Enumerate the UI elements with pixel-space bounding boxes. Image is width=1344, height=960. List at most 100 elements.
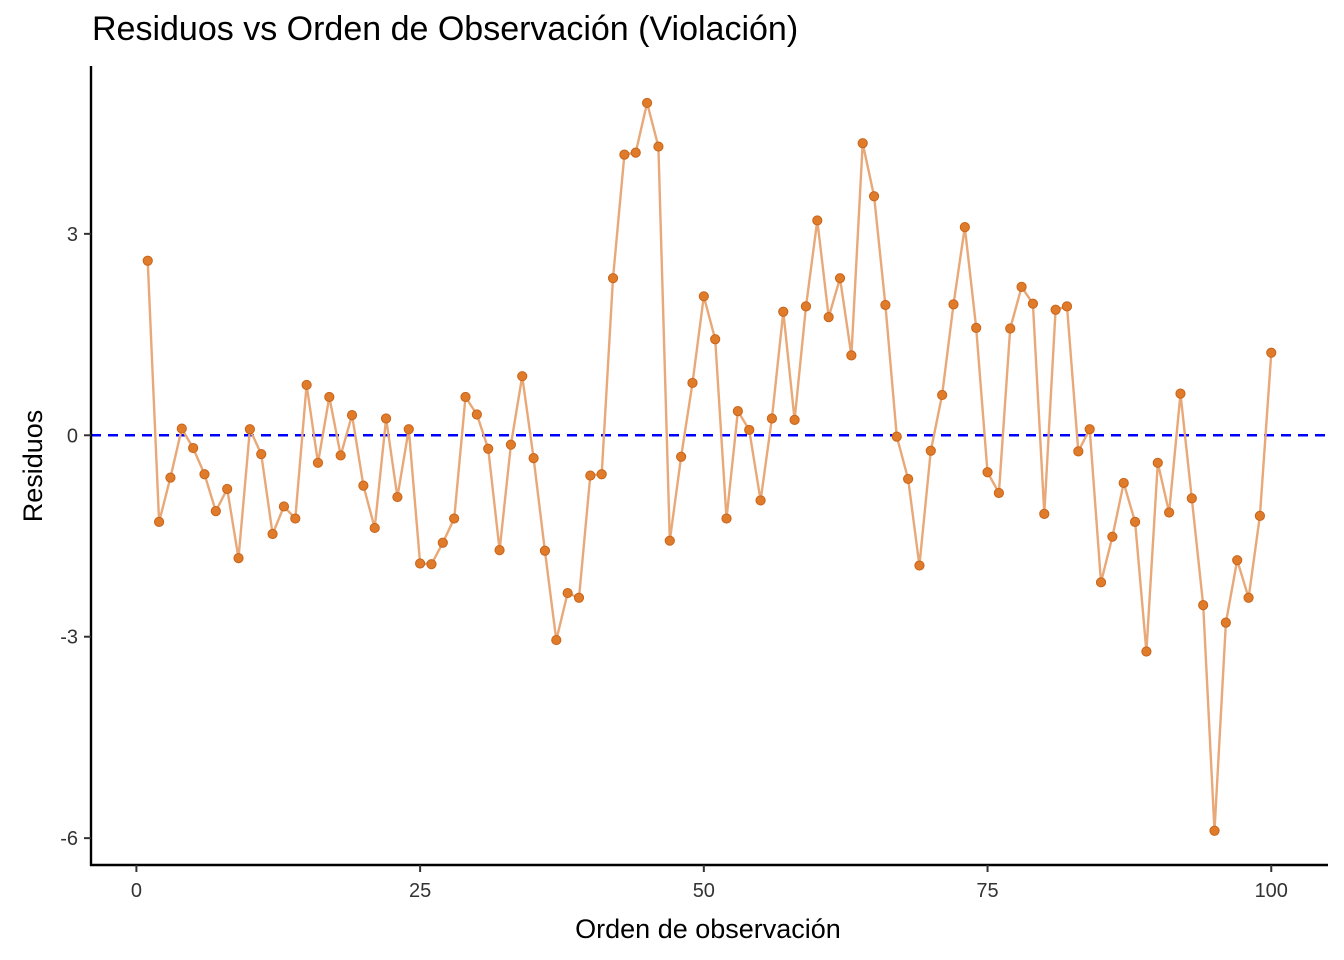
data-point	[1186, 493, 1197, 504]
data-point	[494, 545, 505, 556]
data-point	[653, 141, 664, 152]
x-tick-label: 75	[976, 880, 998, 902]
data-point	[369, 522, 380, 534]
data-point	[834, 273, 846, 284]
data-point	[176, 423, 187, 434]
data-point	[142, 255, 153, 266]
data-point	[528, 453, 539, 464]
data-point	[732, 406, 743, 417]
data-point	[1016, 281, 1027, 292]
data-point	[539, 545, 551, 556]
data-point	[641, 97, 653, 109]
data-point	[1266, 347, 1277, 358]
y-tick-label: 0	[67, 425, 78, 447]
data-point	[880, 299, 891, 311]
data-point	[1061, 301, 1073, 312]
data-point	[1175, 388, 1186, 399]
data-point	[290, 513, 301, 524]
data-point	[982, 467, 993, 478]
data-point	[278, 501, 290, 512]
data-point	[199, 469, 210, 480]
data-points-layer	[142, 97, 1277, 836]
data-point	[153, 516, 165, 528]
data-point	[607, 273, 619, 284]
data-point	[925, 445, 936, 456]
data-point	[1039, 508, 1050, 519]
data-point	[971, 322, 982, 333]
data-point	[914, 560, 925, 571]
x-tick-label: 25	[409, 880, 431, 902]
data-point	[789, 414, 800, 425]
data-point	[619, 149, 630, 160]
data-point	[937, 389, 948, 401]
data-point	[1232, 555, 1243, 566]
data-point	[551, 634, 562, 646]
data-point	[721, 513, 732, 524]
data-point	[392, 491, 403, 503]
data-point	[324, 391, 335, 403]
data-point	[1118, 477, 1129, 489]
data-point	[1073, 446, 1084, 457]
x-tick-label: 100	[1255, 880, 1288, 902]
data-point	[1084, 424, 1095, 435]
data-point	[585, 470, 596, 481]
data-point	[1005, 323, 1016, 334]
data-point	[1027, 298, 1039, 309]
data-point	[562, 587, 573, 599]
data-point	[1107, 531, 1118, 542]
data-point	[573, 592, 585, 603]
data-point	[1209, 825, 1220, 836]
data-point	[698, 291, 709, 302]
data-point	[301, 379, 312, 391]
data-point	[1141, 646, 1152, 657]
data-point	[222, 483, 233, 495]
data-point	[188, 442, 199, 454]
data-point	[426, 559, 437, 570]
data-point	[1243, 592, 1254, 603]
data-point	[165, 472, 176, 483]
data-point	[505, 439, 516, 450]
data-point	[210, 506, 221, 517]
data-point	[471, 409, 482, 420]
data-point	[437, 537, 448, 548]
data-point	[948, 299, 959, 310]
data-point	[778, 306, 789, 317]
data-point	[380, 413, 392, 424]
data-point	[676, 451, 687, 462]
data-point	[517, 371, 528, 382]
data-point	[1198, 600, 1209, 611]
data-point	[1164, 507, 1175, 518]
data-point	[483, 443, 494, 454]
data-point	[687, 377, 698, 389]
data-point	[664, 535, 675, 546]
data-point	[449, 513, 460, 524]
y-tick-label: -6	[60, 828, 78, 850]
chart-title: Residuos vs Orden de Observación (Violac…	[92, 10, 799, 48]
data-point	[244, 424, 255, 435]
series-line-layer	[146, 101, 1273, 832]
data-point	[857, 138, 868, 149]
residuals-series-line	[146, 101, 1273, 832]
data-point	[1050, 304, 1061, 315]
x-tick-label: 50	[693, 880, 715, 902]
data-point	[460, 391, 471, 403]
data-point	[1254, 510, 1266, 521]
x-axis-title: Orden de observación	[575, 914, 841, 944]
data-point	[403, 424, 414, 435]
data-point	[335, 450, 346, 461]
data-point	[755, 495, 766, 506]
data-point	[596, 469, 607, 480]
data-point	[812, 215, 823, 226]
x-tick-label: 0	[131, 880, 142, 902]
data-point	[1095, 577, 1107, 588]
data-point	[744, 424, 755, 436]
data-point	[1220, 617, 1231, 628]
data-point	[256, 448, 267, 460]
data-point	[1129, 516, 1141, 528]
data-point	[1152, 457, 1163, 468]
data-point	[267, 528, 278, 540]
y-tick-label: 3	[67, 224, 78, 246]
data-point	[959, 222, 970, 233]
y-axis-title: Residuos	[18, 410, 48, 523]
data-point	[233, 553, 244, 564]
